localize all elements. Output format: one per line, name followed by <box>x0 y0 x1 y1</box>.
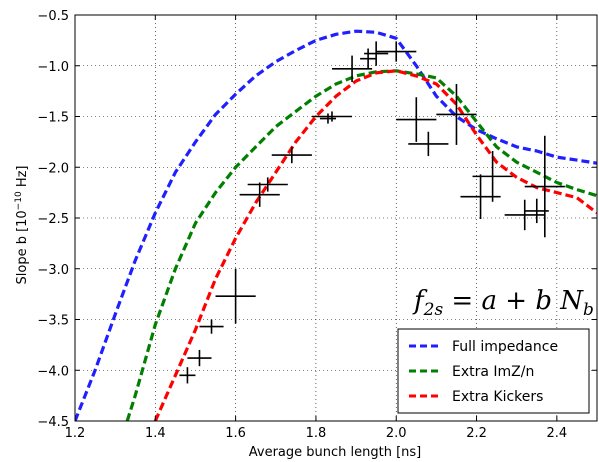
y-tick-label: −2.5 <box>37 212 69 227</box>
y-tick-label: −2.0 <box>37 161 69 176</box>
x-tick-label: 1.4 <box>145 426 166 441</box>
y-tick-label: −4.0 <box>37 364 69 379</box>
y-axis-label-main: Slope b [10 <box>15 210 30 284</box>
x-tick-label: 1.8 <box>306 426 327 441</box>
y-axis: −4.5 −4.0 −3.5 −3.0 −2.5 −2.0 −1.5 −1.0 −0.5 <box>37 9 597 430</box>
measurement-point <box>311 111 353 122</box>
measurement-point <box>199 319 224 334</box>
formula-b: b <box>535 286 552 316</box>
formula-a: a <box>482 286 498 316</box>
x-tick-label: 2.2 <box>466 426 487 441</box>
formula-plus: + <box>497 286 535 316</box>
x-tick-label: 1.2 <box>65 426 86 441</box>
measurement-point <box>215 268 256 324</box>
legend-label-full-impedance: Full impedance <box>452 339 558 355</box>
x-tick-label: 2.4 <box>547 426 568 441</box>
y-axis-label: Slope b [10−10 Hz] <box>14 165 30 284</box>
measurement-layer <box>179 41 565 384</box>
measurement-point <box>472 151 513 202</box>
measurement-point <box>179 367 196 384</box>
formula-N-subscript: b <box>583 300 594 320</box>
y-tick-label: −3.0 <box>37 263 69 278</box>
measurement-point <box>360 48 377 69</box>
series-line-extra-kickers <box>153 69 597 421</box>
formula-N: N <box>552 286 584 316</box>
measurement-point <box>271 146 312 164</box>
y-tick-label: −4.5 <box>37 415 69 430</box>
measurement-point <box>408 131 449 157</box>
measurement-point <box>396 97 437 142</box>
measurement-point <box>524 135 565 238</box>
legend-label-extra-kickers: Extra Kickers <box>452 389 543 405</box>
series-layer <box>75 29 597 421</box>
y-tick-label: −1.0 <box>37 60 69 75</box>
measurement-point <box>504 199 545 231</box>
measurement-point <box>460 174 501 220</box>
y-tick-label: −0.5 <box>37 9 69 24</box>
x-tick-label: 1.6 <box>225 426 246 441</box>
measurement-point <box>436 84 477 145</box>
y-axis-label-exponent: −10 <box>14 191 24 210</box>
measurement-point <box>187 349 212 367</box>
x-axis: 1.2 1.4 1.6 1.8 2.0 2.2 2.4 <box>65 15 568 441</box>
legend-label-extra-imz: Extra ImZ/n <box>452 364 534 380</box>
series-line-full-impedance <box>75 29 597 421</box>
y-tick-label: −1.5 <box>37 111 69 126</box>
y-axis-label-unit: Hz] <box>15 165 30 191</box>
series-line-extra-imz-n <box>125 69 597 421</box>
measurement-point <box>331 55 373 82</box>
formula-f-subscript: 2s <box>423 300 444 320</box>
measurement-point <box>376 41 417 62</box>
y-tick-label: −3.5 <box>37 314 69 329</box>
legend-box <box>397 328 590 414</box>
x-tick-label: 2.0 <box>386 426 407 441</box>
legend: Full impedance Extra ImZ/n Extra Kickers <box>397 328 590 414</box>
measurement-point <box>319 113 336 124</box>
measurement-point <box>239 182 280 207</box>
formula-equals: = <box>443 286 481 316</box>
measurement-point <box>247 177 288 192</box>
measurement-point <box>364 41 389 66</box>
x-axis-label: Average bunch length [ns] <box>249 445 422 460</box>
